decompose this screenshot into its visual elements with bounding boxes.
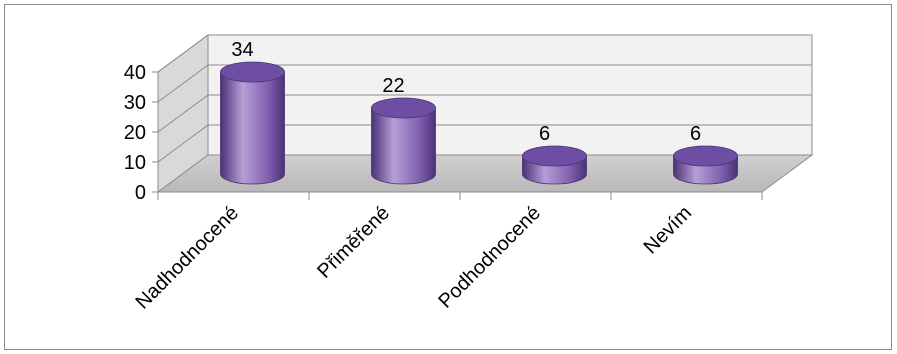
category-label: Podhodnocené <box>434 202 545 313</box>
y-tick-label: 10 <box>124 152 146 174</box>
bar <box>371 97 436 185</box>
category-label: Přiměřené <box>313 202 394 283</box>
bar <box>220 61 285 185</box>
data-label: 6 <box>690 123 701 145</box>
gridline <box>157 64 812 103</box>
bar-top <box>673 145 738 167</box>
data-label: 22 <box>382 75 404 97</box>
bar-top <box>371 97 436 119</box>
bar-body <box>220 71 285 185</box>
category-label: Nevím <box>640 202 696 258</box>
bars: 34 22 6 6 <box>220 39 738 185</box>
y-tick-label: 20 <box>124 122 146 144</box>
gridline <box>157 124 812 163</box>
y-tick-label: 40 <box>124 62 146 84</box>
data-label: 6 <box>539 123 550 145</box>
gridline <box>157 94 812 133</box>
bar <box>522 145 587 185</box>
y-tick-label: 30 <box>124 92 146 114</box>
bar-top <box>522 145 587 167</box>
data-label: 34 <box>231 39 253 61</box>
category-label: Nadhodnocené <box>132 202 244 314</box>
bar-top <box>220 61 285 83</box>
gridlines <box>157 34 812 163</box>
bar <box>673 145 738 185</box>
y-axis: 0 10 20 30 40 <box>124 62 159 204</box>
y-tick-label: 0 <box>135 182 146 204</box>
x-axis: Nadhodnocené Přiměřené Podhodnocené Nevím <box>132 191 763 314</box>
gridline <box>157 34 812 73</box>
bar-body <box>371 107 436 185</box>
